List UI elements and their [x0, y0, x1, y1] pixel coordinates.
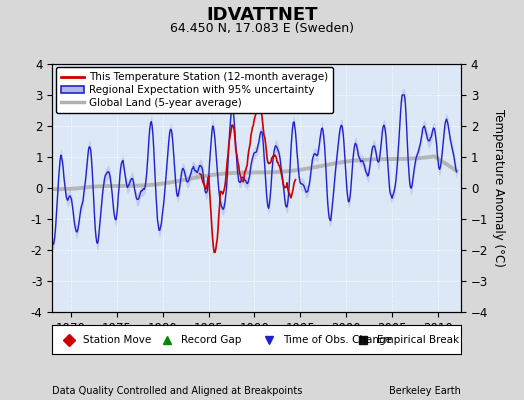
Text: IDVATTNET: IDVATTNET	[206, 6, 318, 24]
Text: Data Quality Controlled and Aligned at Breakpoints: Data Quality Controlled and Aligned at B…	[52, 386, 303, 396]
Legend: This Temperature Station (12-month average), Regional Expectation with 95% uncer: This Temperature Station (12-month avera…	[56, 67, 333, 113]
Text: Station Move: Station Move	[83, 334, 151, 344]
Text: Berkeley Earth: Berkeley Earth	[389, 386, 461, 396]
Text: Record Gap: Record Gap	[181, 334, 242, 344]
Text: Empirical Break: Empirical Break	[377, 334, 460, 344]
Y-axis label: Temperature Anomaly (°C): Temperature Anomaly (°C)	[493, 109, 505, 267]
Text: Time of Obs. Change: Time of Obs. Change	[283, 334, 392, 344]
Text: 64.450 N, 17.083 E (Sweden): 64.450 N, 17.083 E (Sweden)	[170, 22, 354, 35]
